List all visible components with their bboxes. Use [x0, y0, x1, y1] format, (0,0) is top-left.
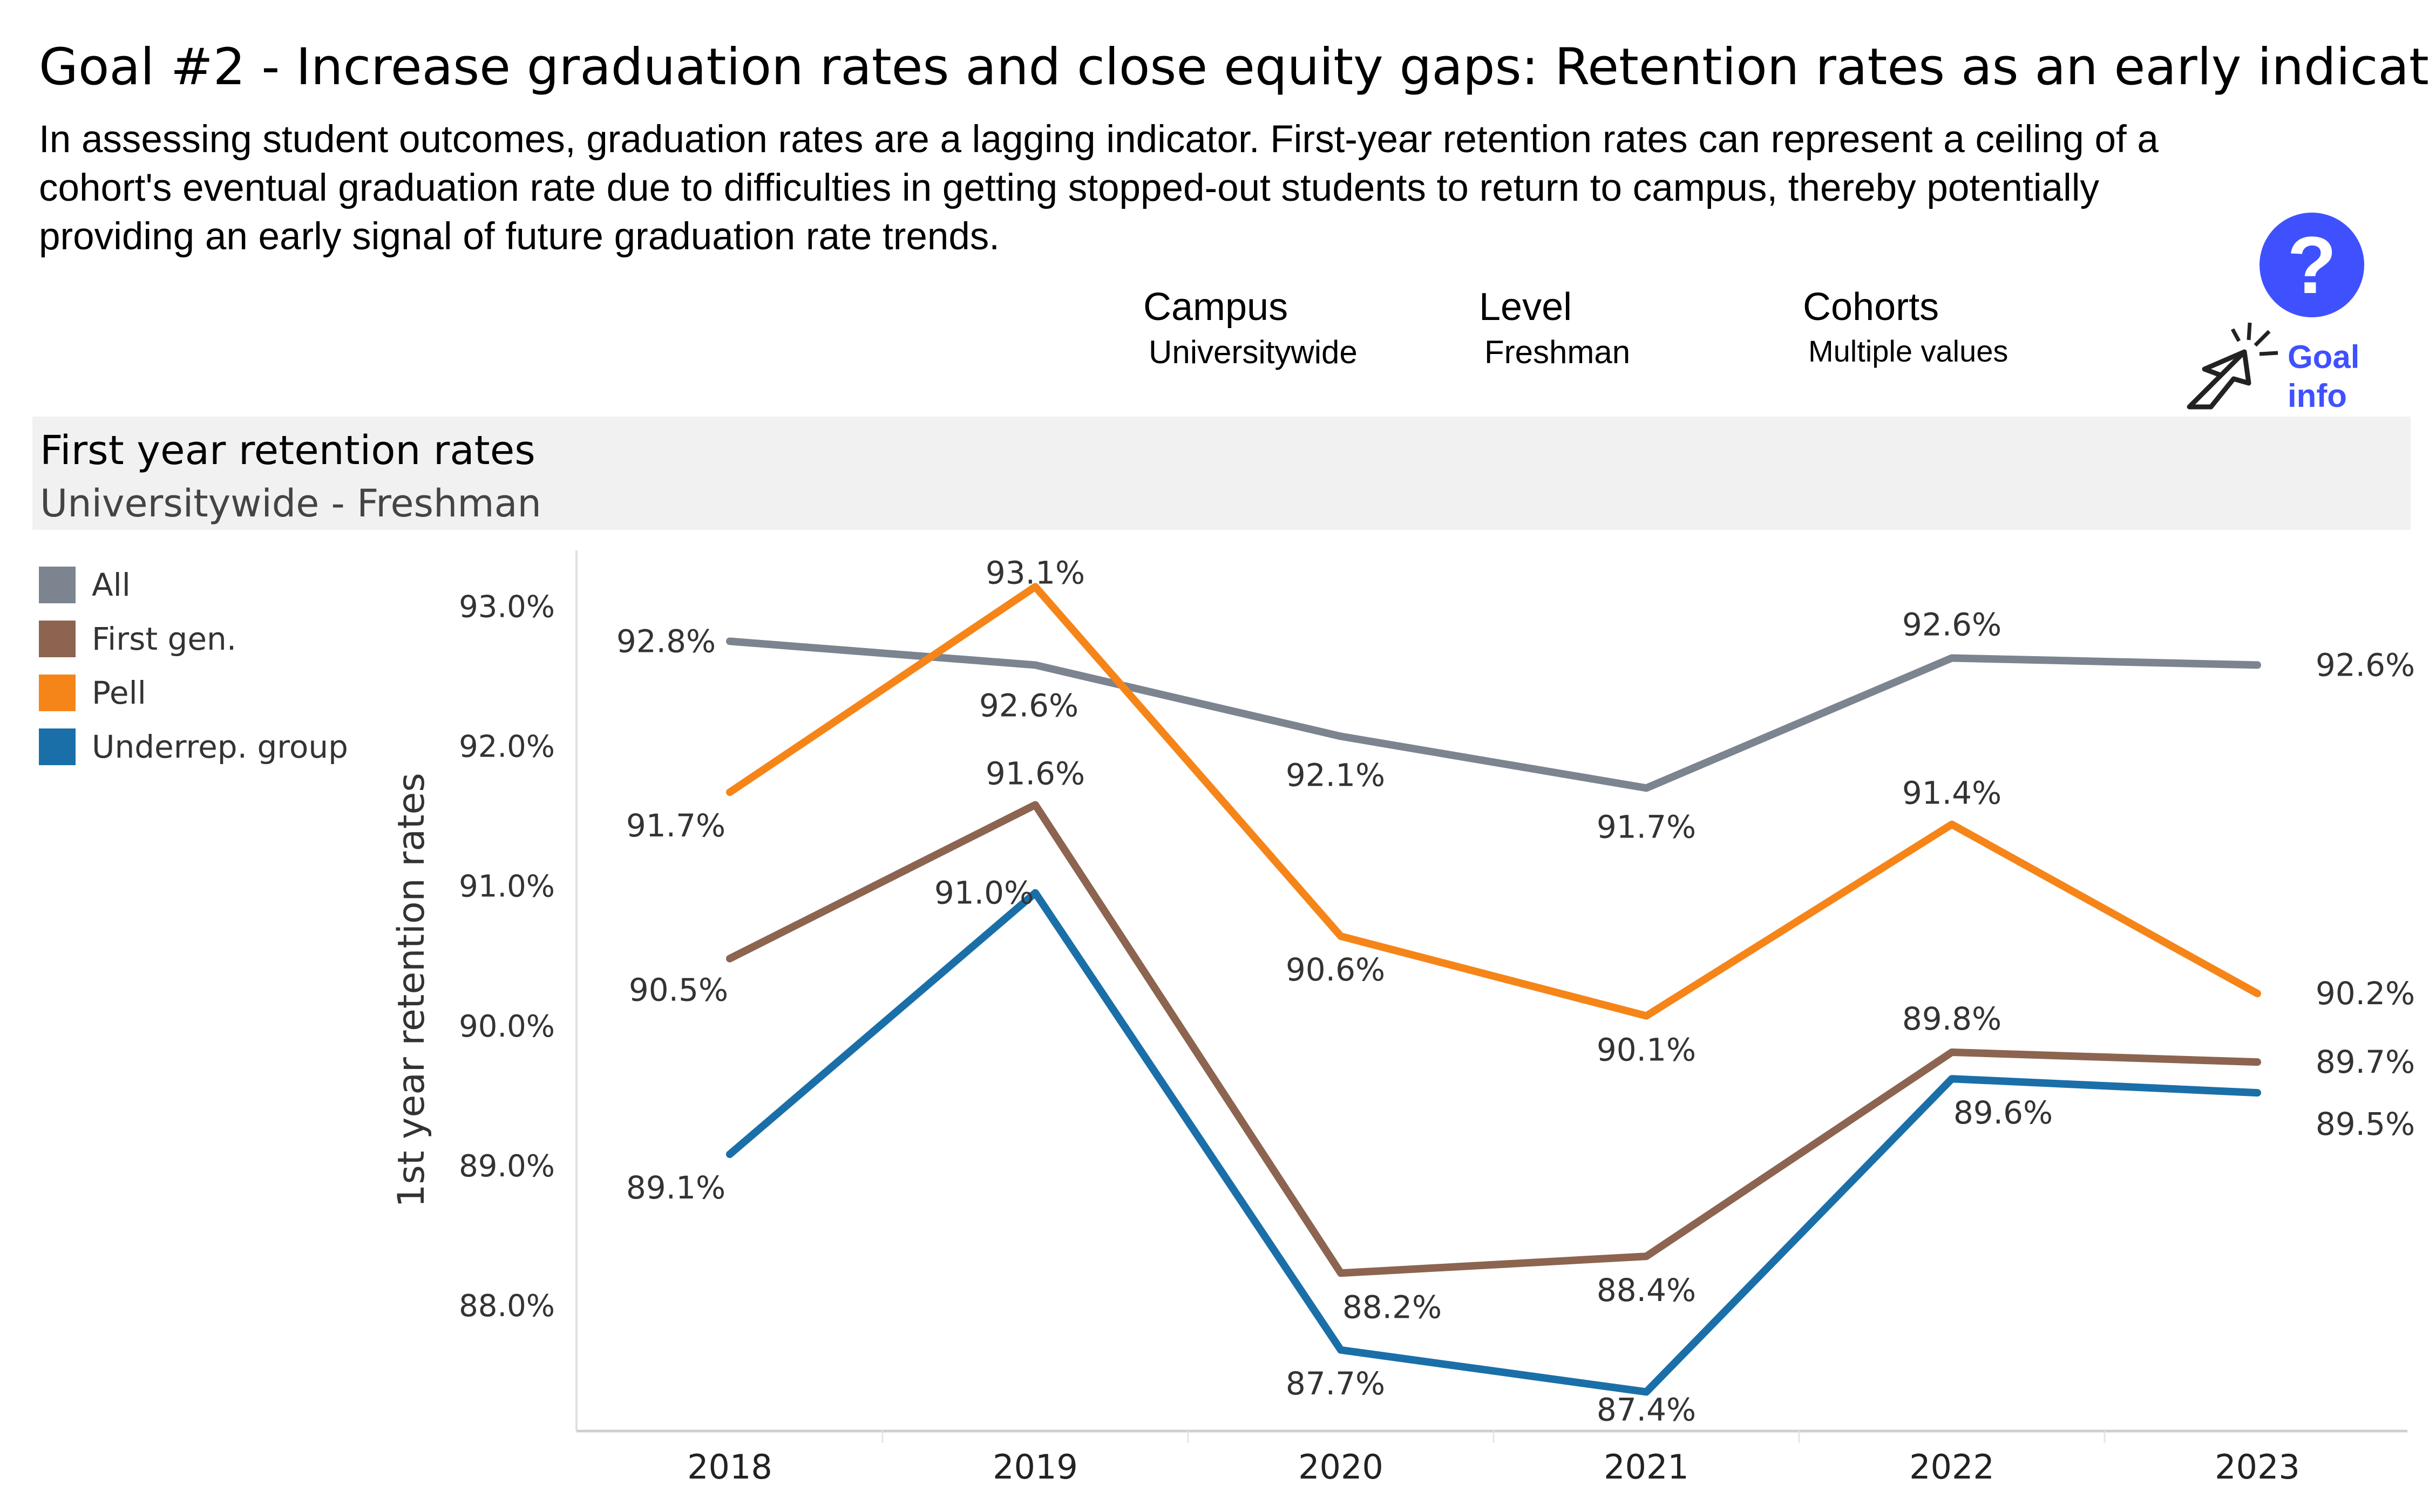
level-filter[interactable]: Level Freshman: [1479, 285, 1630, 371]
level-filter-label: Level: [1479, 285, 1572, 329]
y-tick-label: 90.0%: [459, 1009, 555, 1044]
data-point: [1340, 1348, 1342, 1351]
data-label: 90.5%: [629, 971, 728, 1008]
cohorts-filter-label: Cohorts: [1803, 285, 1939, 329]
data-label: 89.5%: [2316, 1106, 2415, 1142]
series-line-pell: [726, 583, 2261, 1020]
data-point: [1034, 803, 1036, 806]
data-point: [729, 957, 731, 960]
x-tick-label: 2023: [2215, 1447, 2300, 1487]
data-point: [729, 1153, 731, 1156]
data-point: [1034, 585, 1036, 588]
data-label: 91.7%: [626, 807, 725, 844]
data-point: [1340, 935, 1342, 937]
legend-label-underrep-group: Underrep. group: [92, 728, 348, 765]
data-label: 91.0%: [934, 875, 1034, 911]
legend-swatch-underrep-group: [39, 728, 76, 765]
y-tick-label: 93.0%: [459, 590, 555, 625]
data-point: [729, 791, 731, 794]
x-tick-label: 2019: [993, 1447, 1078, 1487]
x-tick-label: 2021: [1604, 1447, 1689, 1487]
x-tick-label: 2022: [1909, 1447, 1994, 1487]
data-point: [2256, 1061, 2258, 1064]
data-label: 91.4%: [1902, 775, 2001, 812]
chart-subtitle: Universitywide - Freshman: [40, 481, 541, 526]
data-point: [1645, 787, 1647, 789]
legend-swatch-pell: [39, 675, 76, 711]
data-label: 89.7%: [2316, 1044, 2415, 1080]
x-tick-label: 2020: [1298, 1447, 1383, 1487]
data-label: 91.7%: [1597, 808, 1696, 845]
data-label: 88.4%: [1597, 1272, 1696, 1309]
data-point: [1340, 735, 1342, 738]
y-axis-title: 1st year retention rates: [390, 773, 433, 1208]
data-label: 90.6%: [1286, 951, 1385, 988]
data-label: 92.6%: [979, 687, 1078, 724]
data-label: 91.6%: [986, 755, 1085, 792]
data-label: 89.8%: [1902, 1000, 2001, 1037]
x-tick-label: 2018: [687, 1447, 772, 1487]
data-point: [2256, 992, 2258, 995]
data-label: 87.7%: [1286, 1365, 1385, 1402]
data-label: 92.6%: [2316, 646, 2415, 683]
data-point: [1951, 1078, 1953, 1080]
data-point: [1034, 664, 1036, 666]
data-point: [1034, 891, 1036, 894]
data-label: 92.1%: [1286, 757, 1385, 794]
data-label: 92.8%: [616, 623, 716, 659]
y-tick-label: 89.0%: [459, 1149, 555, 1184]
data-label: 89.1%: [626, 1169, 725, 1206]
series-line-underrep-group: [726, 889, 2261, 1396]
data-label: 93.1%: [986, 554, 1085, 591]
goal-info-label[interactable]: Goal info: [2288, 339, 2360, 414]
campus-filter-value[interactable]: Universitywide: [1149, 334, 1358, 370]
question-mark-icon[interactable]: ?: [2260, 213, 2364, 317]
level-filter-value[interactable]: Freshman: [1484, 334, 1631, 370]
data-point: [1951, 1051, 1953, 1053]
series-line-first-gen: [726, 801, 2261, 1277]
chart-legend: All First gen. Pell Underrep. group: [39, 558, 348, 774]
page-title: Goal #2 - Increase graduation rates and …: [39, 38, 2429, 97]
legend-swatch-all: [39, 567, 76, 603]
data-point: [2256, 1092, 2258, 1094]
data-point: [1340, 1272, 1342, 1275]
series-line-all: [726, 637, 2261, 792]
campus-filter[interactable]: Campus Universitywide: [1143, 285, 1358, 371]
data-label: 88.2%: [1342, 1289, 1442, 1325]
page-description: In assessing student outcomes, graduatio…: [39, 118, 2159, 258]
data-point: [729, 640, 731, 643]
data-label: 90.2%: [2316, 975, 2415, 1012]
legend-item-pell[interactable]: Pell: [39, 666, 348, 720]
chart-header-panel: First year retention rates Universitywid…: [32, 417, 2411, 530]
data-point: [1951, 657, 1953, 659]
legend-label-all: All: [92, 567, 131, 603]
cohorts-filter-value[interactable]: Multiple values: [1808, 334, 2009, 368]
data-point: [1645, 1391, 1647, 1393]
data-label: 89.6%: [1953, 1094, 2053, 1131]
data-point: [1645, 1255, 1647, 1258]
legend-item-underrep-group[interactable]: Underrep. group: [39, 720, 348, 774]
y-tick-label: 88.0%: [459, 1289, 555, 1324]
legend-item-all[interactable]: All: [39, 558, 348, 612]
legend-label-pell: Pell: [92, 675, 146, 711]
data-label: 87.4%: [1597, 1391, 1696, 1428]
data-point: [1951, 823, 1953, 826]
y-tick-label: 92.0%: [459, 730, 555, 765]
chart-title: First year retention rates: [40, 427, 535, 474]
y-tick-label: 91.0%: [459, 869, 555, 904]
data-label: 90.1%: [1597, 1032, 1696, 1068]
data-point: [1645, 1014, 1647, 1017]
data-label: 92.6%: [1902, 606, 2001, 643]
legend-label-first-gen: First gen.: [92, 621, 237, 657]
legend-item-first-gen[interactable]: First gen.: [39, 612, 348, 666]
data-point: [2256, 664, 2258, 666]
goal-info-link[interactable]: Goal info: [2288, 338, 2369, 416]
legend-swatch-first-gen: [39, 621, 76, 657]
cohorts-filter[interactable]: Cohorts Multiple values: [1803, 285, 2008, 369]
campus-filter-label: Campus: [1143, 285, 1288, 329]
cursor-click-icon[interactable]: [2181, 315, 2289, 418]
